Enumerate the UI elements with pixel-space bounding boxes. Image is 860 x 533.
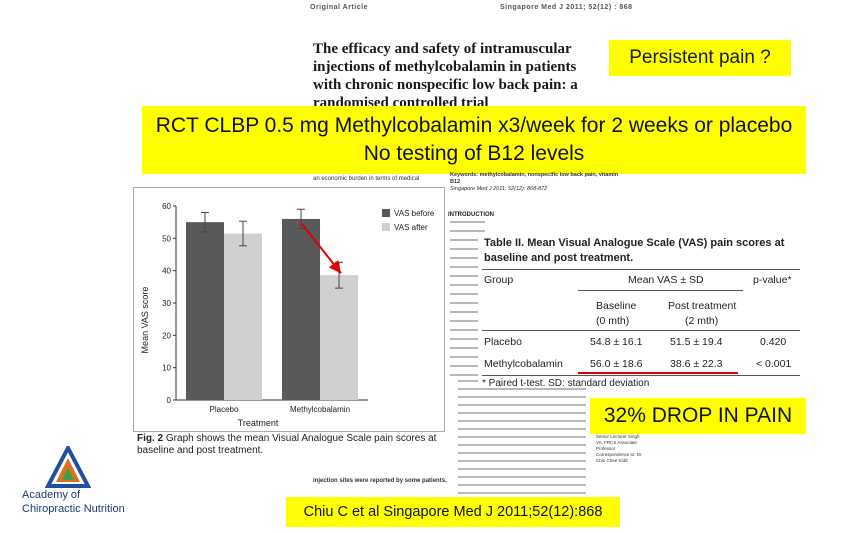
table-rule-top <box>482 269 800 270</box>
row-placebo-group: Placebo <box>484 336 522 348</box>
drop-in-pain-callout: 32% DROP IN PAIN <box>590 398 806 434</box>
col-p-header: p-value* <box>753 274 792 286</box>
plot-area: 0 10 20 30 40 50 60 Placebo Methylcobalamin VAS b… <box>162 202 435 414</box>
y-tick-label: 50 <box>162 234 171 243</box>
row-placebo-post: 51.5 ± 19.4 <box>670 336 723 348</box>
logo-mark-icon <box>44 443 92 488</box>
citation-callout: Chiu C et al Singapore Med J 2011;52(12)… <box>286 497 620 527</box>
table-footnote: * Paired t-test. SD: standard deviation <box>482 378 650 389</box>
article-title: The efficacy and safety of intramuscular… <box>313 41 578 111</box>
vas-table: Table II. Mean Visual Analogue Scale (VA… <box>478 232 802 388</box>
paper-header: Original Article Singapore Med J 2011; 5… <box>300 2 740 16</box>
row-methyl-baseline: 56.0 ± 18.6 <box>590 358 643 370</box>
y-tick-label: 20 <box>162 331 171 340</box>
category-label: Methylcobalamin <box>290 405 350 414</box>
sub-baseline-period: (0 mth) <box>596 315 630 327</box>
y-axis-label: Mean VAS score <box>140 287 150 354</box>
y-tick-label: 30 <box>162 299 171 308</box>
col-mean-header: Mean VAS ± SD <box>628 274 704 286</box>
ref-line: Singapore Med J 2011; 52(12): 868-872 <box>450 186 548 192</box>
bar-vas-before <box>186 222 224 400</box>
intro-heading: INTRODUCTION <box>448 212 494 218</box>
legend-swatch <box>382 209 390 217</box>
category-label: Placebo <box>210 405 239 414</box>
row-methyl-post: 38.6 ± 22.3 <box>670 358 723 370</box>
row-methyl-p: < 0.001 <box>756 358 792 370</box>
persistent-pain-callout: Persistent pain ? <box>609 40 791 76</box>
bar-vas-after <box>320 275 358 400</box>
y-tick-label: 40 <box>162 267 171 276</box>
chart-svg: Mean VAS score Treatment 0 10 20 30 40 50 60 Pl… <box>140 202 435 428</box>
y-tick-label: 60 <box>162 202 171 211</box>
legend-swatch <box>382 223 390 231</box>
legend-label: VAS before <box>394 209 435 218</box>
bottom-text: injection sites were reported by some pa… <box>313 478 447 484</box>
row-placebo-p: 0.420 <box>760 336 787 348</box>
academy-logo <box>44 443 92 488</box>
table-rule-mid <box>482 330 800 331</box>
table-rule-sub <box>578 290 743 291</box>
vas-bar-chart: Mean VAS score Treatment 0 10 20 30 40 50 60 Pl… <box>133 187 445 432</box>
article-type-label: Original Article <box>310 4 368 11</box>
table-rule-bottom <box>482 375 800 376</box>
body-text-fragment: an economic burden in terms of medical <box>313 176 420 182</box>
keywords-text: Keywords: methylcobalamin, nonspecific l… <box>450 172 619 185</box>
journal-reference: Singapore Med J 2011; 52(12) : 868 <box>500 4 633 11</box>
keywords: Keywords: methylcobalamin, nonspecific l… <box>450 172 620 193</box>
body-text-lines <box>450 221 485 383</box>
logo-line-2: Chiropractic Nutrition <box>22 503 125 515</box>
table-title: Table II. Mean Visual Analogue Scale (VA… <box>484 237 785 264</box>
row-placebo-baseline: 54.8 ± 16.1 <box>590 336 643 348</box>
sub-baseline-header: Baseline <box>596 300 637 312</box>
figure-label: Fig. 2 <box>137 433 164 444</box>
red-underline <box>578 372 738 374</box>
col-group-header: Group <box>484 274 514 286</box>
bar-vas-before <box>282 218 320 400</box>
figure-caption: Fig. 2 Graph shows the mean Visual Analo… <box>137 433 455 457</box>
bar-vas-after <box>224 233 262 400</box>
legend-label: VAS after <box>394 223 428 232</box>
sub-post-period: (2 mth) <box>685 315 719 327</box>
y-tick-label: 10 <box>162 364 171 373</box>
sub-post-header: Post treatment <box>668 300 737 312</box>
y-tick-label: 0 <box>167 396 172 405</box>
x-axis-label: Treatment <box>238 418 279 428</box>
logo-text: Academy of Chiropractic Nutrition <box>22 488 125 516</box>
rct-callout: RCT CLBP 0.5 mg Methylcobalamin x3/week … <box>142 106 806 174</box>
row-methyl-group: Methylcobalamin <box>484 358 563 370</box>
figure-caption-text: Graph shows the mean Visual Analogue Sca… <box>137 433 437 456</box>
rct-line-2: No testing of B12 levels <box>363 142 585 165</box>
rct-line-1: RCT CLBP 0.5 mg Methylcobalamin x3/week … <box>155 114 793 137</box>
logo-line-1: Academy of <box>22 489 81 501</box>
decline-arrow <box>300 222 342 274</box>
body-text-lines-lower <box>458 380 586 500</box>
